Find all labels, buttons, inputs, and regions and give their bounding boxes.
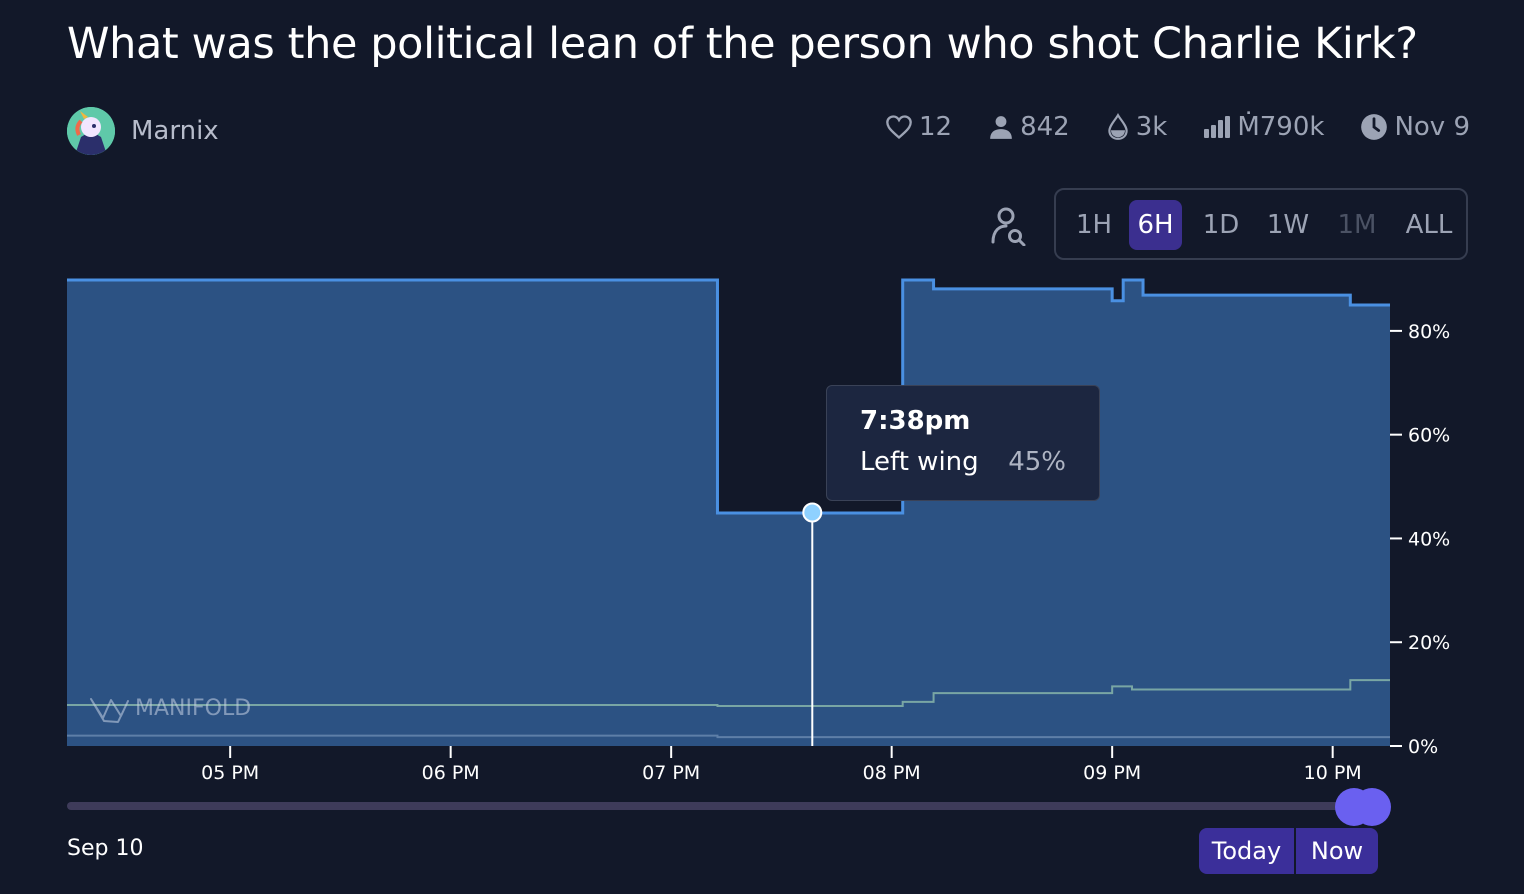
user-lookup-icon[interactable] (990, 206, 1028, 246)
market-stats: 12 842 3k Ṁ790k Nov 9 (885, 112, 1470, 142)
y-tick-label-0: 0% (1408, 736, 1438, 758)
page-title: What was the political lean of the perso… (67, 19, 1418, 69)
now-button[interactable]: Now (1296, 828, 1378, 874)
y-tick-label-1: 20% (1408, 632, 1450, 654)
y-tick-label-3: 60% (1408, 425, 1450, 447)
range-6h-button[interactable]: 6H (1129, 200, 1182, 250)
range-1h-button[interactable]: 1H (1075, 210, 1113, 240)
volume-stat: Ṁ790k (1203, 112, 1324, 142)
y-tick-label-2: 40% (1408, 528, 1450, 550)
x-tick-label-3: 08 PM (863, 762, 921, 784)
date-label: Sep 10 (67, 836, 144, 861)
traders-stat: 842 (988, 112, 1070, 142)
range-1m-button[interactable]: 1M (1337, 210, 1377, 240)
manifold-watermark: MANIFOLD (90, 696, 251, 723)
avatar[interactable] (67, 107, 115, 155)
liquidity-stat[interactable]: 3k (1106, 112, 1168, 142)
traders-count: 842 (1020, 112, 1070, 142)
x-tick-label-1: 06 PM (422, 762, 480, 784)
series-line-1 (67, 679, 1390, 708)
tooltip-time: 7:38pm (860, 406, 971, 436)
range-all-button[interactable]: ALL (1405, 210, 1453, 240)
hover-tooltip: 7:38pm Left wing 45% (826, 385, 1100, 501)
crane-logo-icon (90, 698, 129, 723)
user-icon (990, 116, 1012, 139)
liquidity-amount: 3k (1135, 112, 1168, 142)
creator-info[interactable]: Marnix (67, 107, 219, 155)
x-tick-label-2: 07 PM (642, 762, 700, 784)
volume-amount: Ṁ790k (1237, 112, 1325, 142)
x-tick-label-5: 10 PM (1304, 762, 1362, 784)
slider-handle-end[interactable] (1353, 788, 1391, 826)
likes-stat[interactable]: 12 (885, 112, 952, 142)
x-tick-label-4: 09 PM (1083, 762, 1141, 784)
slider-track[interactable] (67, 802, 1389, 810)
creator-name[interactable]: Marnix (131, 116, 219, 146)
time-range-selector: 1H 6H 1D 1W 1M ALL (1054, 188, 1468, 260)
tooltip-value: 45% (1008, 447, 1066, 477)
droplet-icon (1108, 113, 1128, 140)
watermark-text: MANIFOLD (135, 696, 251, 721)
heart-icon (886, 115, 912, 140)
bar-chart-icon (1204, 116, 1231, 138)
x-tick-label-0: 05 PM (201, 762, 259, 784)
time-slider[interactable] (67, 788, 1391, 826)
tooltip-series: Left wing (860, 447, 979, 477)
hover-point[interactable] (802, 502, 823, 523)
range-1d-button[interactable]: 1D (1202, 210, 1240, 240)
clock-icon (1361, 114, 1388, 140)
today-button[interactable]: Today (1199, 828, 1294, 874)
close-date-stat: Nov 9 (1360, 112, 1470, 142)
close-date: Nov 9 (1394, 112, 1470, 142)
range-1w-button[interactable]: 1W (1266, 210, 1310, 240)
likes-count: 12 (918, 112, 953, 142)
y-tick-label-4: 80% (1408, 321, 1450, 343)
series-line-2 (67, 734, 1390, 739)
